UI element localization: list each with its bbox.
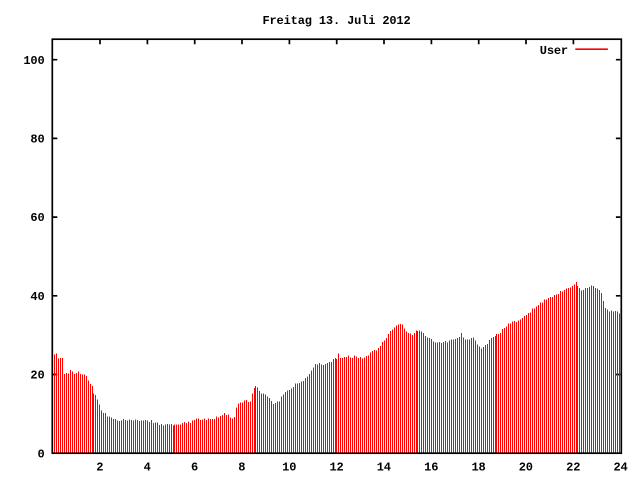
svg-text:20: 20: [519, 461, 533, 475]
svg-text:Freitag 13. Juli 2012: Freitag 13. Juli 2012: [262, 14, 410, 28]
svg-text:0: 0: [37, 447, 44, 461]
svg-text:22: 22: [566, 461, 580, 475]
svg-text:80: 80: [30, 133, 44, 147]
svg-text:24: 24: [613, 461, 627, 475]
svg-text:14: 14: [377, 461, 391, 475]
svg-text:60: 60: [30, 211, 44, 225]
svg-text:100: 100: [23, 54, 44, 68]
svg-text:User: User: [540, 44, 568, 58]
svg-text:40: 40: [30, 290, 44, 304]
svg-text:10: 10: [282, 461, 296, 475]
svg-text:20: 20: [30, 369, 44, 383]
svg-text:4: 4: [144, 461, 151, 475]
svg-text:2: 2: [96, 461, 103, 475]
svg-text:6: 6: [191, 461, 198, 475]
svg-text:18: 18: [471, 461, 485, 475]
svg-text:8: 8: [238, 461, 245, 475]
svg-text:12: 12: [329, 461, 343, 475]
svg-text:16: 16: [424, 461, 438, 475]
